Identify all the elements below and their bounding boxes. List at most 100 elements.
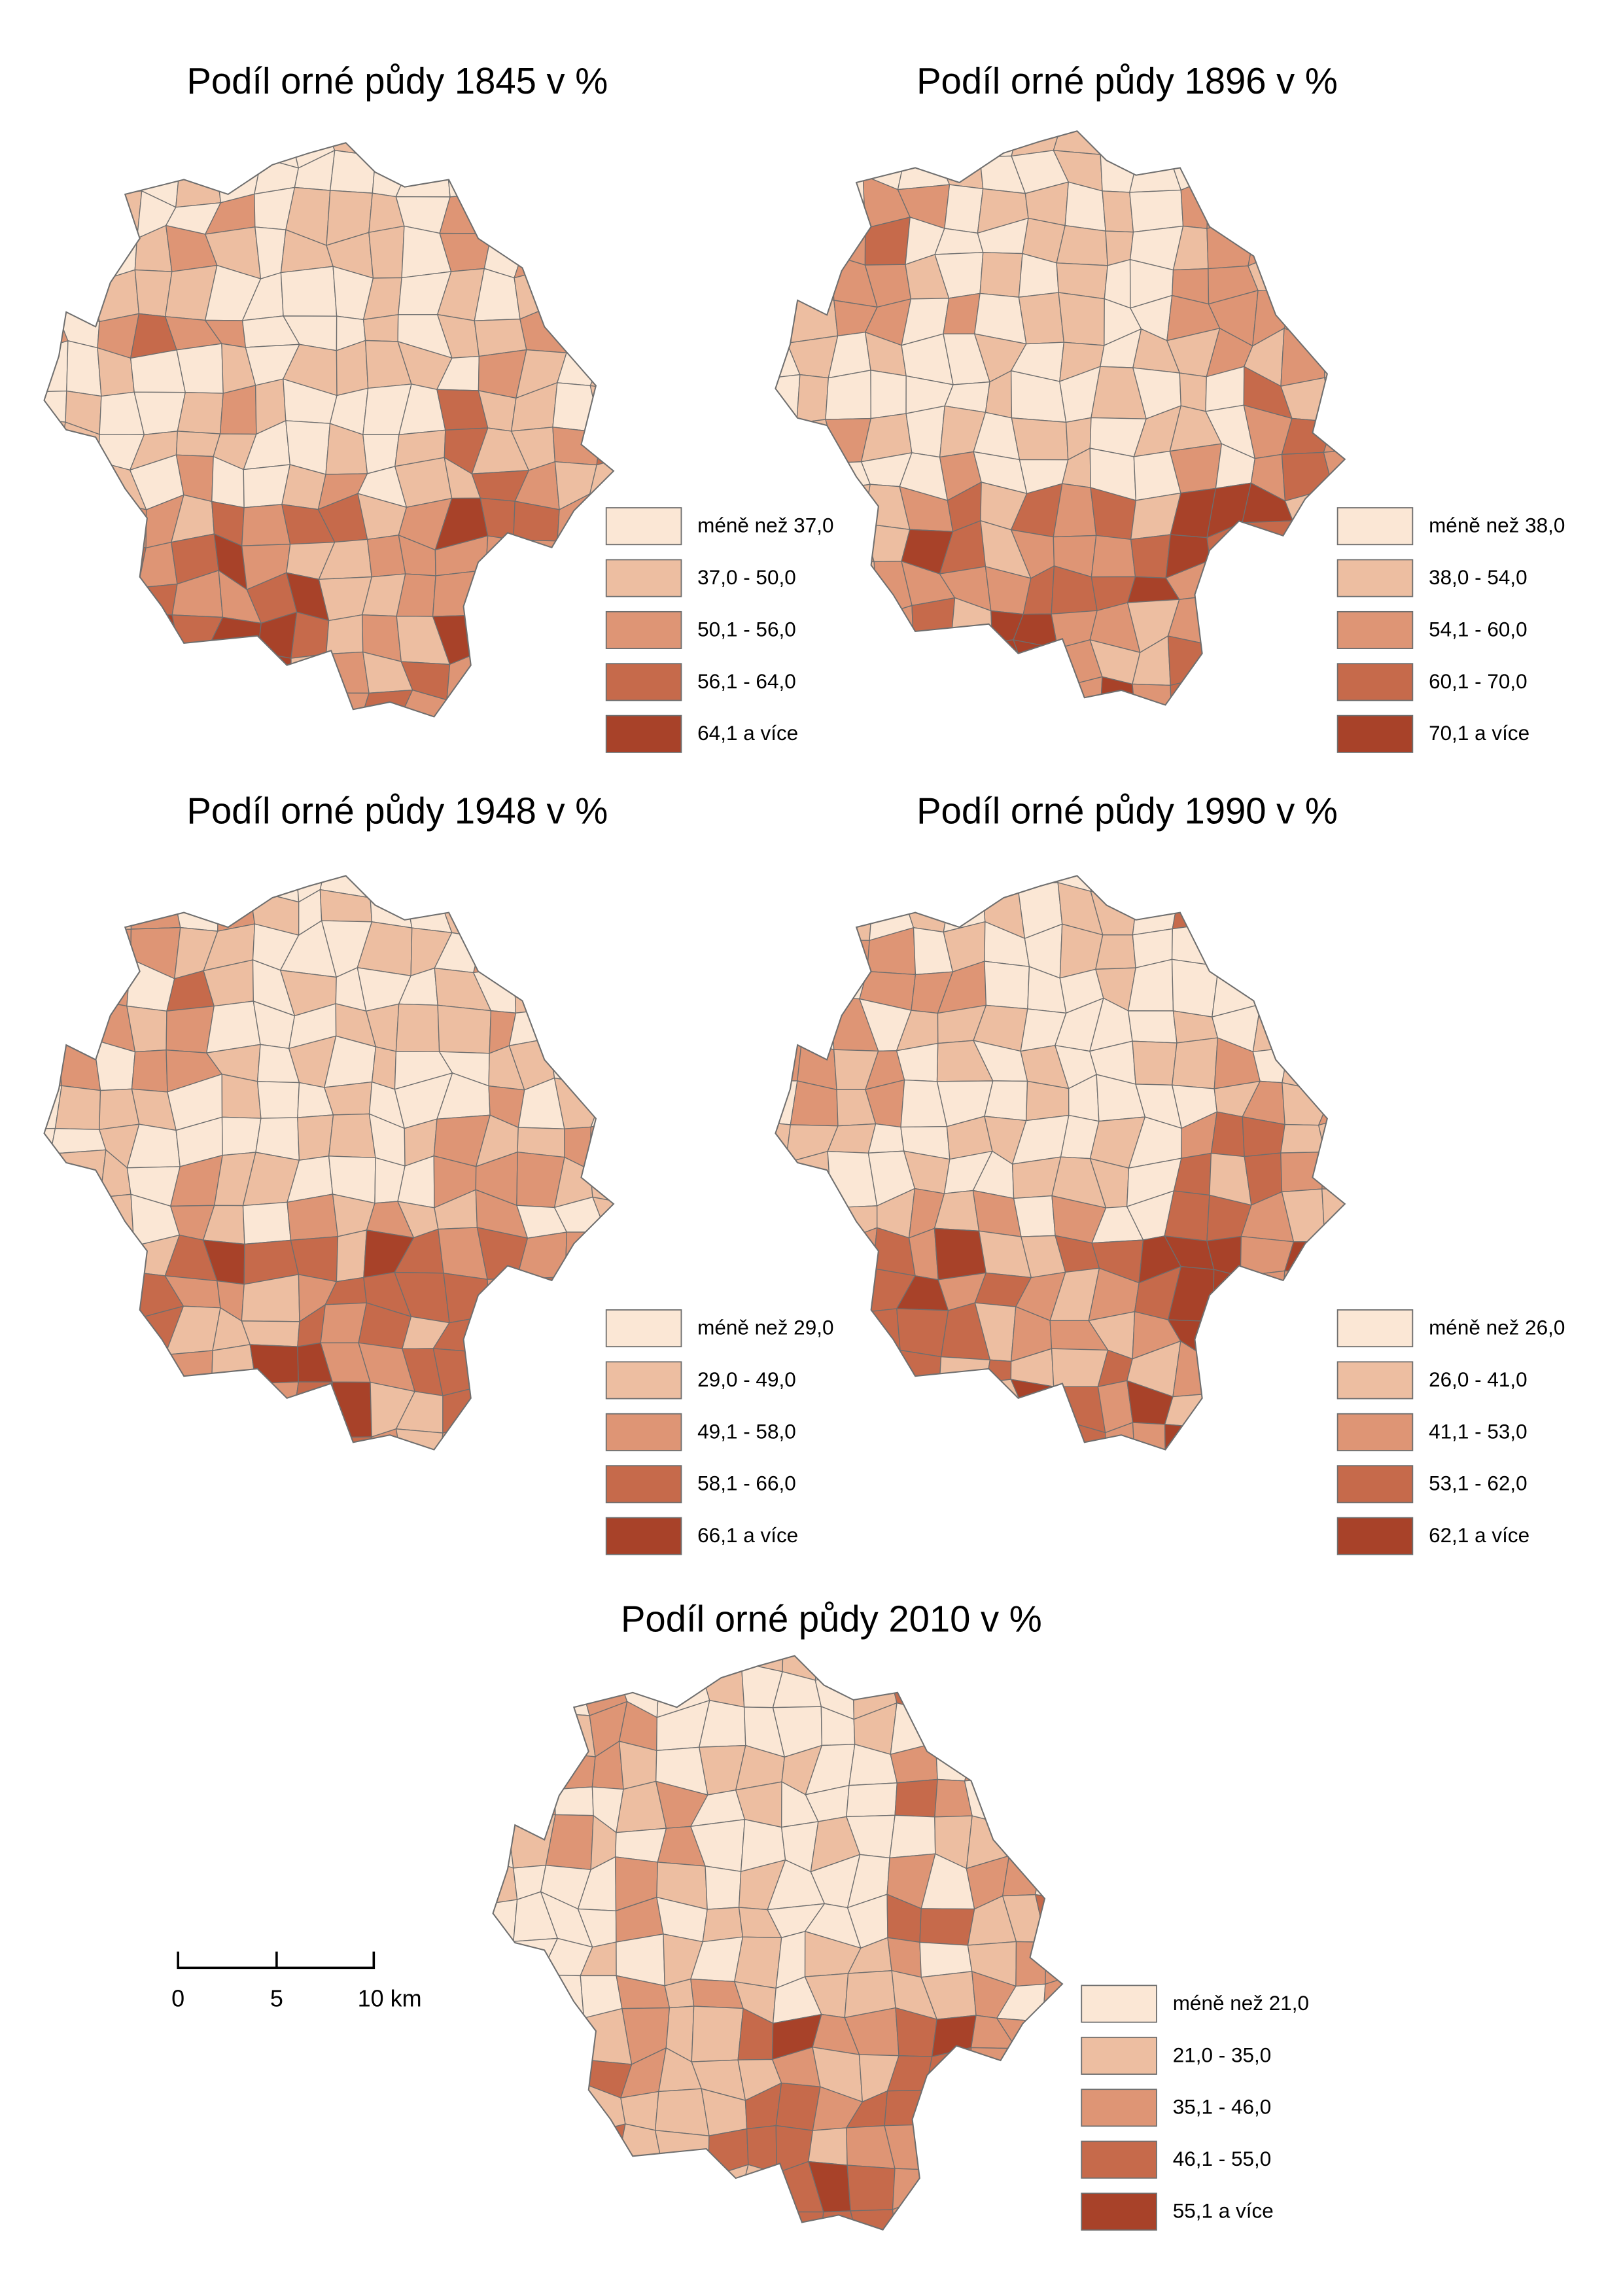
region xyxy=(705,1865,742,1910)
region xyxy=(1322,875,1345,888)
region xyxy=(461,2242,512,2280)
region xyxy=(775,1189,801,1230)
region xyxy=(907,131,937,155)
region xyxy=(775,1120,792,1163)
region xyxy=(514,925,561,968)
region xyxy=(221,1073,262,1119)
region xyxy=(546,2017,585,2060)
region xyxy=(438,1424,484,1450)
region xyxy=(65,1265,103,1315)
region xyxy=(589,385,614,433)
legend-label: 53,1 - 62,0 xyxy=(1429,1472,1527,1495)
region xyxy=(1259,920,1287,980)
region xyxy=(90,269,140,323)
region xyxy=(549,149,604,207)
region xyxy=(176,1423,223,1450)
region xyxy=(775,181,798,221)
region xyxy=(1202,1417,1259,1450)
region xyxy=(1167,635,1219,686)
region xyxy=(1027,726,1069,754)
region xyxy=(1363,448,1412,495)
region xyxy=(502,2137,543,2177)
region xyxy=(546,226,602,271)
region xyxy=(49,1149,107,1202)
scale-bar-line xyxy=(177,1951,375,1969)
region xyxy=(249,1344,299,1385)
region xyxy=(630,1204,672,1244)
region xyxy=(1089,728,1140,761)
region xyxy=(796,374,829,424)
region xyxy=(509,611,566,652)
region xyxy=(103,190,143,239)
region xyxy=(130,349,186,393)
region xyxy=(950,875,985,892)
region xyxy=(775,131,791,156)
region xyxy=(213,143,262,159)
region xyxy=(819,1417,879,1450)
region xyxy=(549,143,606,164)
region xyxy=(1366,420,1412,455)
region xyxy=(587,920,614,979)
region xyxy=(1006,1670,1049,1719)
region xyxy=(493,1655,515,1678)
legend-label: méně než 26,0 xyxy=(1429,1315,1565,1339)
region xyxy=(946,641,993,691)
region xyxy=(103,650,147,698)
region xyxy=(512,573,566,614)
region xyxy=(829,1267,874,1319)
region xyxy=(1136,716,1178,761)
region xyxy=(90,1430,141,1450)
region xyxy=(514,966,561,1014)
region xyxy=(139,143,184,156)
region xyxy=(1170,875,1221,887)
region xyxy=(1055,726,1100,758)
region xyxy=(256,1081,300,1119)
region xyxy=(984,961,1030,1010)
region xyxy=(790,131,822,156)
map-title: Podíl orné půdy 1948 v % xyxy=(186,790,608,832)
region xyxy=(654,2238,708,2277)
region xyxy=(1076,1710,1115,1759)
region xyxy=(782,887,833,941)
region xyxy=(25,730,62,767)
region xyxy=(1284,177,1335,230)
region xyxy=(1368,963,1414,1010)
region xyxy=(630,351,682,398)
region xyxy=(44,620,66,660)
region xyxy=(99,1193,135,1247)
region xyxy=(1250,559,1287,616)
legend-swatch xyxy=(1336,663,1414,701)
region xyxy=(44,1041,63,1091)
region xyxy=(245,733,293,773)
region xyxy=(336,340,369,397)
region xyxy=(1172,885,1217,930)
region xyxy=(370,881,413,928)
region xyxy=(508,1008,558,1047)
legend-swatch xyxy=(605,507,682,546)
region xyxy=(44,143,58,159)
region xyxy=(493,2023,508,2066)
region xyxy=(517,143,564,164)
region xyxy=(860,1308,901,1351)
region xyxy=(1250,177,1287,230)
region xyxy=(733,2243,784,2287)
region xyxy=(775,258,801,302)
region xyxy=(1281,251,1327,297)
region xyxy=(44,875,68,902)
region xyxy=(625,1091,680,1125)
region xyxy=(1047,2123,1063,2164)
region xyxy=(1090,875,1143,901)
region xyxy=(1244,1348,1294,1393)
region xyxy=(827,887,875,941)
legend-swatch xyxy=(1336,1413,1414,1451)
region xyxy=(1204,1319,1260,1357)
region xyxy=(539,2083,584,2138)
region xyxy=(775,1002,803,1049)
region xyxy=(654,2088,710,2136)
region xyxy=(775,875,784,891)
region xyxy=(474,162,529,200)
region xyxy=(1248,635,1299,677)
region xyxy=(52,1001,105,1043)
region xyxy=(892,2168,937,2210)
region xyxy=(820,1379,879,1426)
